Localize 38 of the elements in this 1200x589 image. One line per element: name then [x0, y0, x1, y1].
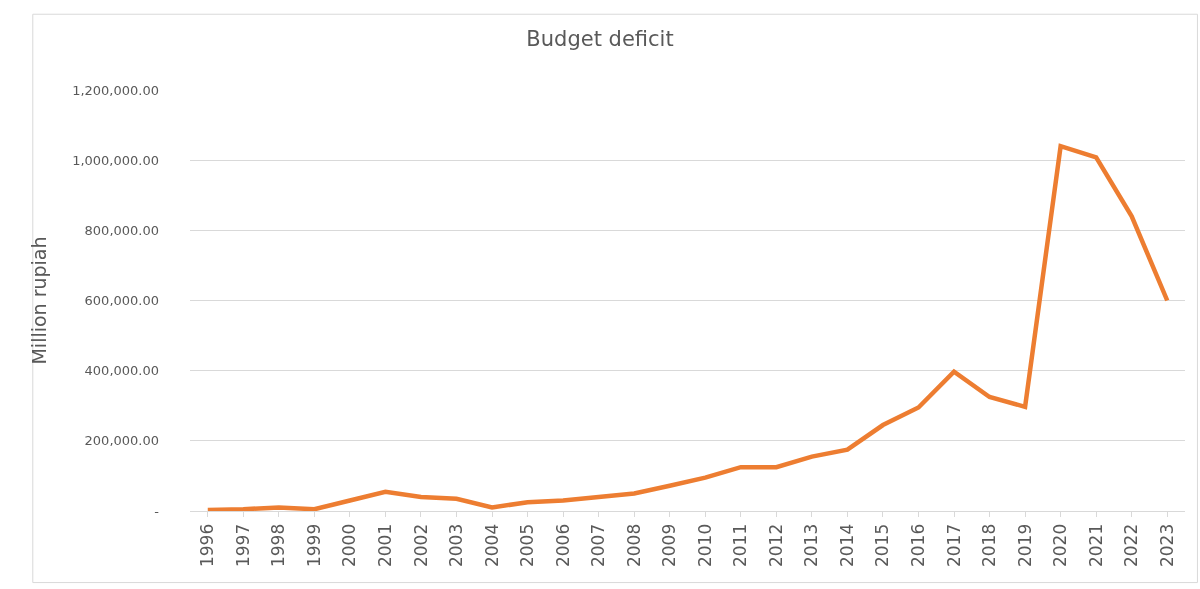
- x-tick-label: 2008: [623, 523, 644, 568]
- x-tick-label: 2009: [659, 523, 680, 568]
- y-tick-label: 1,000,000.00: [72, 152, 159, 168]
- y-tick-label: 600,000.00: [84, 293, 159, 309]
- x-tick-label: 2015: [872, 523, 893, 568]
- x-tick-label: 1999: [303, 523, 324, 568]
- x-tick-label: 2012: [765, 523, 786, 568]
- x-tick-label: 2014: [836, 523, 857, 568]
- x-tick-label: 2002: [410, 523, 431, 568]
- x-tick-label: 2010: [694, 523, 715, 568]
- x-tick-label: 2004: [481, 523, 502, 568]
- x-tick-label: 2003: [446, 523, 467, 568]
- y-tick-label: 800,000.00: [84, 222, 159, 238]
- x-tick-label: 2017: [943, 523, 964, 568]
- x-tick-label: 2006: [552, 523, 573, 568]
- x-tick-label: 2020: [1050, 523, 1071, 568]
- x-tick-label: 2019: [1014, 523, 1035, 568]
- x-tick-label: 2007: [588, 523, 609, 568]
- x-tick-label: 2005: [517, 523, 538, 568]
- y-axis-title: Million rupiah: [28, 236, 51, 365]
- x-tick-label: 2001: [374, 523, 395, 568]
- x-tick-label: 2013: [801, 523, 822, 568]
- x-tick-label: 2023: [1156, 523, 1177, 568]
- y-tick-label: 400,000.00: [84, 363, 159, 379]
- y-tick-label: 1,200,000.00: [72, 82, 159, 98]
- x-tick-label: 1996: [197, 523, 218, 568]
- x-tick-label: 2011: [730, 523, 751, 568]
- chart-title: Budget deficit: [526, 26, 674, 51]
- x-tick-label: 2021: [1085, 523, 1106, 568]
- x-tick-label: 2018: [979, 523, 1000, 568]
- x-tick-label: 1998: [268, 523, 289, 568]
- x-tick-label: 2022: [1121, 523, 1142, 568]
- y-tick-label: -: [154, 503, 160, 519]
- x-tick-label: 2016: [908, 523, 929, 568]
- x-tick-label: 2000: [339, 523, 360, 568]
- line-series: [205, 143, 1170, 511]
- x-tick-label: 1997: [232, 523, 253, 568]
- y-tick-label: 200,000.00: [84, 433, 159, 449]
